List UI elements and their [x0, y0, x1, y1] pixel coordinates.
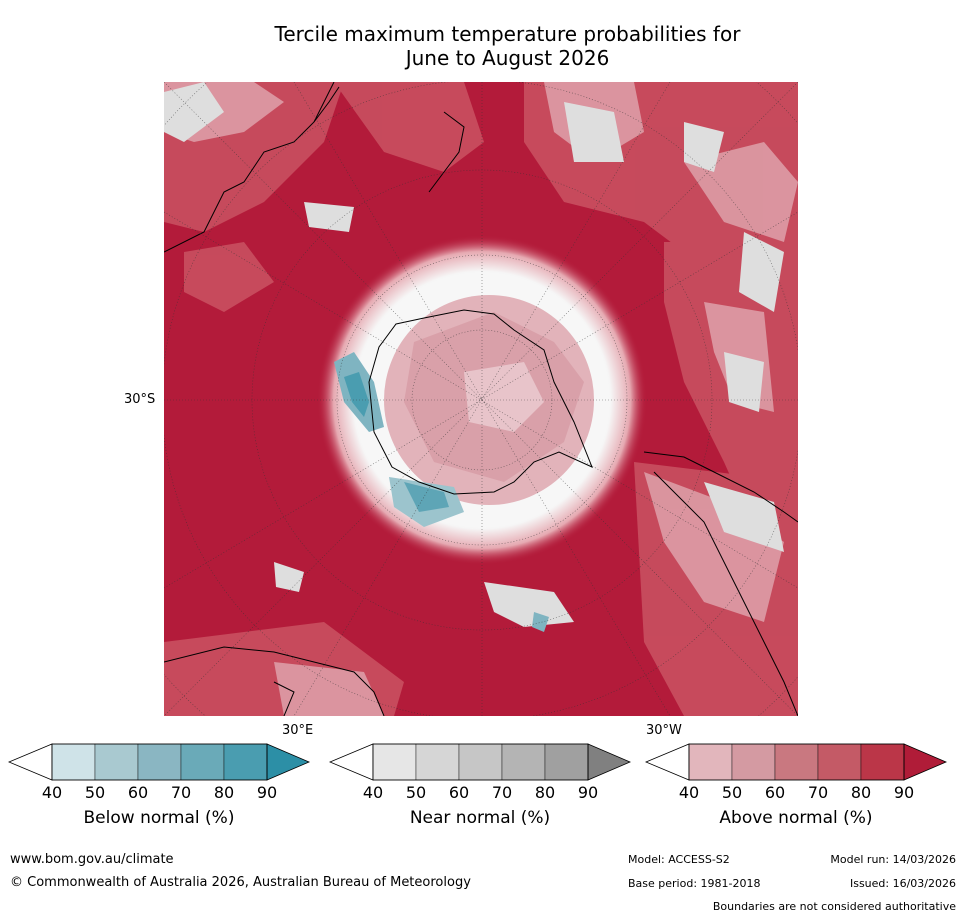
colorbar-min-extension — [8, 743, 53, 781]
colorbar-segment — [458, 743, 503, 781]
colorbar-tick-label: 90 — [577, 783, 599, 802]
colorbar-segment — [501, 743, 546, 781]
colorbar-max-extension — [903, 743, 947, 781]
colorbar-min-extension — [645, 743, 690, 781]
colorbar-tick-label: 80 — [213, 783, 235, 802]
colorbar-max-extension — [266, 743, 310, 781]
colorbar-segment — [731, 743, 776, 781]
colorbar-tick-label: 70 — [807, 783, 829, 802]
colorbar-segment — [817, 743, 862, 781]
map-title: Tercile maximum temperature probabilitie… — [170, 22, 845, 70]
colorbar-segment — [137, 743, 182, 781]
copyright-text: © Commonwealth of Australia 2026, Austra… — [10, 875, 471, 890]
colorbar-tick-label: 60 — [764, 783, 786, 802]
colorbar-max-extension — [587, 743, 631, 781]
colorbar-tick-label: 40 — [362, 783, 384, 802]
latitude-label-30s: 30°S — [124, 392, 156, 407]
below-normal-colorbar — [8, 743, 310, 781]
below-normal-patches — [334, 352, 549, 632]
colorbar-tick-label: 50 — [721, 783, 743, 802]
colorbar-tick-label: 50 — [405, 783, 427, 802]
website-link[interactable]: www.bom.gov.au/climate — [10, 852, 174, 867]
colorbar-tick-label: 90 — [256, 783, 278, 802]
boundaries-disclaimer: Boundaries are not considered authoritat… — [712, 900, 956, 913]
colorbar-segment — [180, 743, 225, 781]
colorbar-tick-label: 70 — [491, 783, 513, 802]
colorbar-tick-label: 90 — [893, 783, 915, 802]
above-normal-colorbar — [645, 743, 947, 781]
longitude-label-30e: 30°E — [282, 723, 314, 738]
colorbar-tick-label: 40 — [41, 783, 63, 802]
near-normal-label: Near normal (%) — [409, 808, 551, 828]
colorbar-tick-label: 60 — [127, 783, 149, 802]
title-line-2: June to August 2026 — [405, 46, 610, 70]
colorbar-segment — [544, 743, 589, 781]
probability-map — [164, 82, 798, 716]
colorbar-tick-label: 80 — [534, 783, 556, 802]
colorbar-segment — [415, 743, 460, 781]
title-line-1: Tercile maximum temperature probabilitie… — [274, 22, 741, 46]
colorbar-segment — [51, 743, 96, 781]
above-normal-label: Above normal (%) — [719, 808, 873, 828]
colorbar-tick-label: 40 — [678, 783, 700, 802]
colorbar-segment — [860, 743, 905, 781]
below-normal-label: Below normal (%) — [83, 808, 235, 828]
colorbar-segment — [688, 743, 733, 781]
colorbar-segment — [94, 743, 139, 781]
base-period: Base period: 1981-2018 — [628, 877, 761, 890]
colorbar-segment — [774, 743, 819, 781]
colorbar-tick-label: 70 — [170, 783, 192, 802]
colorbar-tick-label: 60 — [448, 783, 470, 802]
model-name: Model: ACCESS-S2 — [628, 853, 730, 866]
colorbar-min-extension — [329, 743, 374, 781]
colorbar-tick-label: 80 — [850, 783, 872, 802]
colorbar-segment — [223, 743, 268, 781]
colorbar-tick-label: 50 — [84, 783, 106, 802]
graticule — [164, 82, 798, 716]
longitude-label-30w: 30°W — [646, 723, 682, 738]
colorbar-segment — [372, 743, 417, 781]
coastlines — [164, 82, 798, 716]
model-run-date: Model run: 14/03/2026 — [830, 853, 956, 866]
issued-date: Issued: 16/03/2026 — [849, 877, 956, 890]
near-normal-colorbar — [329, 743, 631, 781]
